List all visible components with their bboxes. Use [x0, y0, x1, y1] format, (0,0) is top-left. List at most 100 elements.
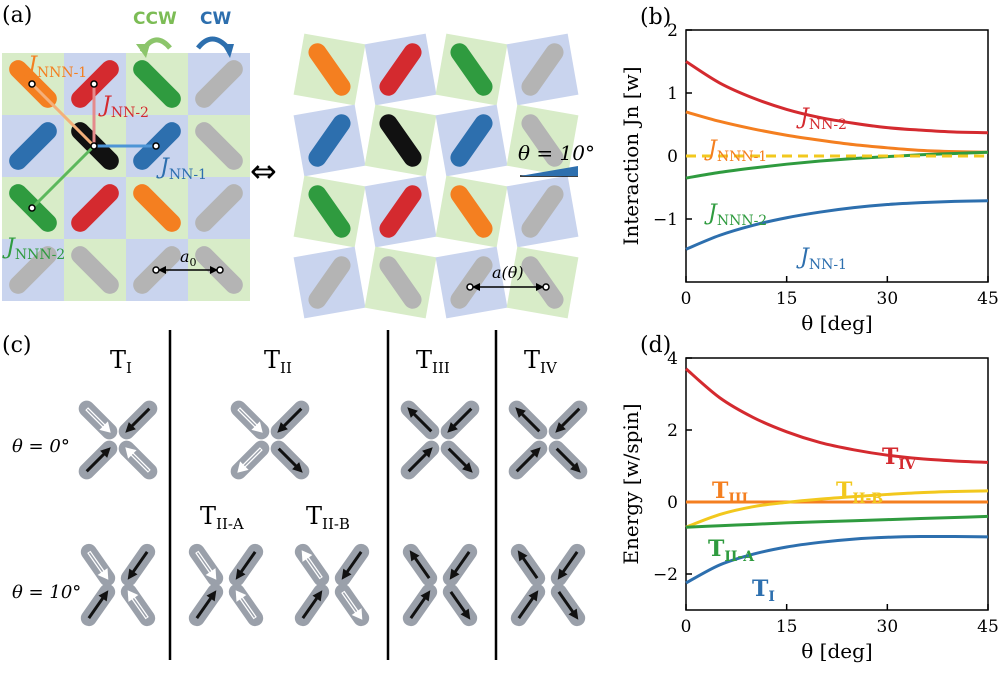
spin-arrow-filled — [80, 583, 116, 627]
magnet-rod — [133, 60, 181, 108]
spin-arrow-open — [80, 543, 116, 587]
spin-arrow-filled — [270, 440, 310, 480]
y-tick-label: 0 — [667, 147, 678, 167]
column-title-tiib: TII-B — [306, 502, 350, 533]
magnet-rod — [308, 114, 351, 167]
a0-arrowhead-left-icon — [158, 266, 166, 274]
magnet-rod — [379, 185, 422, 238]
site-nnn2 — [28, 204, 36, 212]
ccw-label: CCW — [133, 9, 177, 29]
cw-arrowhead-icon — [222, 44, 234, 58]
magnet-rod — [308, 256, 351, 309]
chart-energy: 0 15 30 45 −2 0 2 4 θ [deg] Energy [w/spin] TIV TII… — [619, 349, 999, 663]
x-axis-label: θ [deg] — [801, 639, 872, 663]
spin-arrow-filled — [294, 583, 330, 627]
a0-site-left — [152, 266, 160, 274]
series-label-tiii: TIII — [712, 478, 748, 507]
magnet-rod — [133, 184, 181, 232]
column-title-ti: TI — [110, 346, 132, 377]
magnet-rod — [379, 256, 422, 309]
label-jnnn2: JNNN-2 — [2, 235, 65, 263]
label-jnnn1: JNNN-1 — [24, 53, 87, 81]
magnet-rod — [521, 43, 564, 96]
x-tick-label: 0 — [681, 617, 692, 637]
y-tick-label: 0 — [667, 493, 678, 513]
magnet-rod — [308, 43, 351, 96]
label-jnn1: JNN-1 — [156, 155, 207, 183]
spin-arrow-filled — [118, 400, 158, 440]
magnet-rod — [450, 114, 493, 167]
spin-arrow-filled — [402, 583, 438, 627]
panel-b-label: (b) — [640, 5, 671, 30]
plot-frame — [685, 357, 989, 611]
label-a-theta: a(θ) — [492, 263, 524, 282]
spin-arrow-filled — [442, 543, 478, 587]
column-title-tii: TII — [264, 346, 292, 377]
row-label-theta-10: θ = 10° — [12, 582, 81, 603]
series-line-jnn-1 — [685, 199, 989, 251]
spin-arrow-open — [230, 400, 270, 440]
a-theta-site-right — [542, 283, 550, 291]
magnet-rod — [308, 185, 351, 238]
series-line-ti — [685, 534, 989, 585]
spin-arrow-filled — [270, 400, 310, 440]
spin-arrow-filled — [120, 543, 156, 587]
panel-c-label: (c) — [2, 333, 32, 358]
spin-arrow-filled — [548, 400, 588, 440]
y-tick-label: 1 — [667, 84, 678, 104]
spin-arrow-filled — [440, 400, 480, 440]
row-label-theta-0: θ = 0° — [12, 436, 70, 457]
magnet-rod — [521, 256, 564, 309]
magnet-rod — [9, 122, 57, 170]
x-tick-label: 45 — [977, 617, 999, 637]
site-nn2 — [90, 80, 98, 88]
y-tick-label: −2 — [653, 565, 678, 585]
cw-label: CW — [200, 9, 231, 29]
x-tick-label: 30 — [877, 617, 899, 637]
label-jnn2: JNN-2 — [98, 93, 149, 121]
series-label-jnnn-1: JNNN-1 — [704, 137, 767, 165]
spin-arrow-filled — [440, 440, 480, 480]
magnet-rod — [379, 43, 422, 96]
spin-arrow-filled — [400, 440, 440, 480]
spin-arrow-filled — [334, 543, 370, 587]
bond-nnn1 — [30, 82, 96, 148]
series-label-ti: TI — [752, 576, 775, 605]
magnet-rod — [71, 184, 119, 232]
series-label-tiv: TIV — [882, 444, 917, 473]
series-label-jnn-1: JNN-1 — [796, 245, 847, 273]
series-line-jnnn-2 — [685, 150, 989, 180]
magnet-rod — [450, 256, 493, 309]
series-line-tiv — [685, 367, 989, 464]
equivalence-icon: ⇔ — [250, 152, 277, 190]
series-label-jnn-2: JNN-2 — [796, 105, 847, 133]
y-tick-label: 2 — [667, 421, 678, 441]
y-axis-label: Interaction Jn [w] — [619, 66, 643, 245]
site-center — [90, 142, 98, 150]
a-theta-arrowhead-right-icon — [536, 283, 544, 291]
column-title-tiv: TIV — [524, 346, 558, 377]
lattice-right — [293, 33, 579, 319]
chart-interaction: 0 15 30 45 −1 0 1 2 θ [deg] Interaction Jn [w] JNN… — [619, 21, 999, 335]
magnet-rod — [195, 122, 243, 170]
column-title-tiii: TIII — [416, 346, 450, 377]
series-line-jnn-2 — [685, 60, 989, 135]
a-theta-site-left — [466, 283, 474, 291]
magnet-rod — [450, 43, 493, 96]
panel-a-label: (a) — [2, 3, 32, 28]
spin-arrow-filled — [548, 440, 588, 480]
y-axis-label: Energy [w/spin] — [619, 403, 643, 564]
ccw-arrowhead-icon — [136, 44, 150, 58]
panel-c: (c) TI TII TIII TIV TII-A TII-B θ = 0° θ… — [2, 330, 588, 660]
magnet-rod — [195, 184, 243, 232]
spin-arrow-filled — [510, 543, 546, 587]
site-nnn1 — [28, 80, 36, 88]
a-theta-arrowhead-left-icon — [472, 283, 480, 291]
spin-arrow-filled — [78, 440, 118, 480]
a0-arrowhead-right-icon — [210, 266, 218, 274]
panel-a: (a) CCW CW JNNN-1 JNN-2 JNN-1 JNNN-2 a0 — [2, 3, 595, 319]
spin-arrow-filled — [508, 400, 548, 440]
spin-arrow-filled — [550, 543, 586, 587]
series-label-tii-b: TII-B — [836, 478, 883, 507]
spin-arrow-filled — [400, 400, 440, 440]
